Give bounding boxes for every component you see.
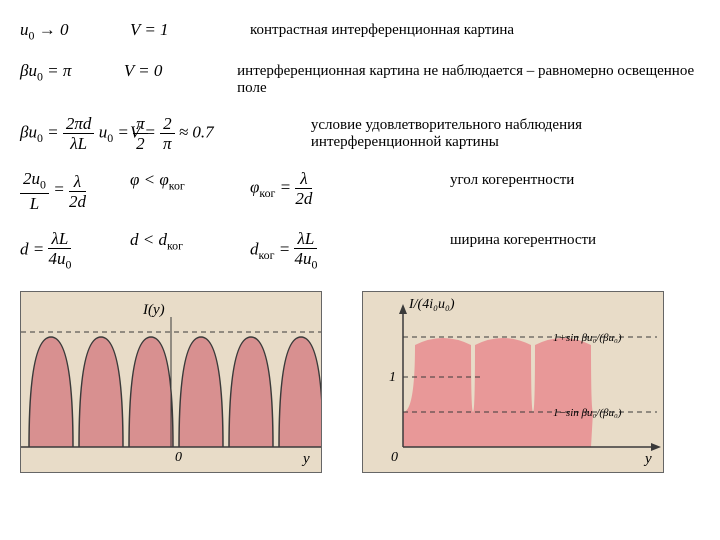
svg-text:I/(4i₀u₀): I/(4i₀u₀) — [408, 297, 455, 312]
formula-2: V = 1 — [130, 20, 250, 40]
formula-1: d = λL4u0 — [20, 230, 130, 271]
svg-text:y: y — [301, 451, 310, 467]
svg-text:y: y — [643, 451, 652, 467]
visibility-plot: I/(4i₀u₀) 1+sin βu₀/(βu₀) 1−sin βu₀/(βu₀) 1… — [362, 291, 664, 473]
description-label: интерференционная картина не наблюдается… — [237, 61, 700, 97]
description-label: контрастная интерференционная картина — [250, 20, 514, 39]
interference-pattern-plot: I(y) y 0 — [20, 291, 322, 473]
description-label: ширина когерентности — [370, 230, 596, 249]
formula-3: dког = λL4u0 — [250, 230, 370, 271]
formula-2: V = 0 — [124, 61, 237, 81]
formula-1: u0 → 0 — [20, 20, 130, 43]
formula-2: V = 2π ≈ 0.7 — [130, 115, 231, 152]
formula-3: φког = λ2d — [250, 170, 370, 207]
svg-text:1: 1 — [389, 370, 396, 385]
formula-1: 2u0L = λ2d — [20, 170, 130, 211]
svg-text:0: 0 — [175, 450, 182, 465]
formula-2: d < dког — [130, 230, 250, 253]
formula-2: φ < φког — [130, 170, 250, 193]
svg-text:I(y): I(y) — [142, 302, 165, 318]
svg-text:1−sin βu₀/(βu₀): 1−sin βu₀/(βu₀) — [553, 407, 622, 419]
formula-1: βu0 = 2πdλL u0 = π2 — [20, 115, 130, 152]
formula-1: βu0 = π — [20, 61, 124, 84]
svg-text:1+sin βu₀/(βu₀): 1+sin βu₀/(βu₀) — [553, 332, 622, 344]
description-label: условие удовлетворительного наблюдения и… — [231, 115, 700, 151]
svg-text:0: 0 — [391, 450, 398, 465]
description-label: угол когерентности — [370, 170, 574, 189]
